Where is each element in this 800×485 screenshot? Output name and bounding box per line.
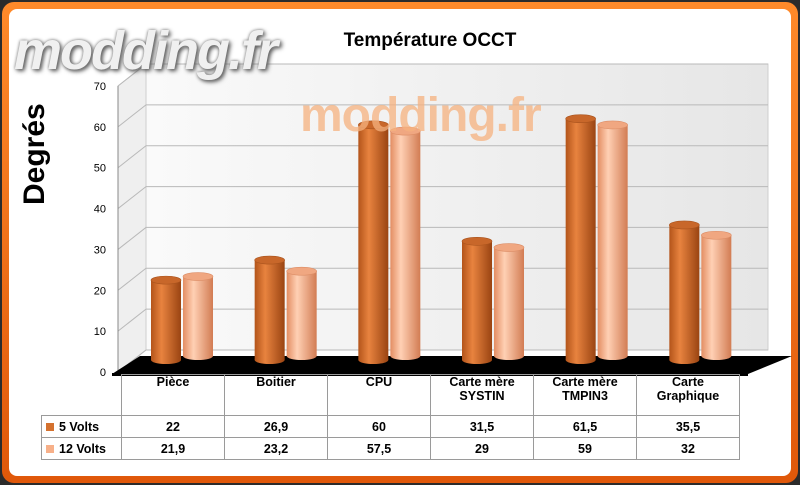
category-label: CPU [327, 374, 431, 416]
bar-cap-5v [669, 220, 700, 230]
gridline [117, 104, 768, 128]
bar-5v [669, 224, 700, 360]
watermark-logo: modding.fr [14, 21, 278, 81]
watermark-center: modding.fr [300, 89, 542, 142]
bar-cap-5v [461, 237, 493, 246]
y-tick-label: 50 [94, 163, 106, 175]
bar-5v [565, 118, 596, 360]
gridline [117, 63, 768, 87]
data-cell: 57,5 [327, 437, 431, 460]
bar-cap-12v [597, 120, 628, 130]
gridline [117, 267, 768, 291]
bar-cap-5v [150, 275, 182, 285]
data-cell: 23,2 [224, 437, 328, 460]
data-cell: 61,5 [533, 415, 637, 438]
gridline [117, 186, 768, 209]
data-cell: 26,9 [224, 415, 328, 438]
bar-cap-12v [286, 266, 317, 276]
bar-cap-5v [565, 114, 596, 124]
bar-cap-12v [493, 243, 525, 252]
bar-12v [183, 276, 213, 356]
data-cell: 32 [636, 437, 740, 460]
data-cell: 60 [327, 415, 431, 438]
bar-base-12v [390, 352, 421, 360]
bar-5v [254, 260, 285, 360]
legend-swatch [46, 444, 54, 453]
gridline [117, 226, 768, 250]
y-tick-label: 30 [94, 244, 106, 256]
bar-5v [358, 124, 389, 360]
table-corner [42, 375, 122, 416]
bar-base-12v [597, 352, 628, 360]
gridline [117, 145, 768, 169]
legend-swatch [46, 422, 54, 431]
gridline [117, 308, 768, 332]
y-tick-label: 70 [94, 81, 106, 93]
category-label: Carte Graphique [636, 374, 740, 416]
y-axis-label-wrap: Degrés [18, 103, 52, 205]
bar-cap-5v [254, 255, 285, 265]
side-wall [117, 62, 147, 374]
y-tick-label: 20 [94, 285, 106, 297]
bar-12v [597, 124, 628, 356]
table-row-series-1: 5 Volts 22 26,9 60 31,5 61,5 35,5 [41, 415, 740, 438]
bar-base-12v [494, 352, 524, 360]
bar-12v [390, 131, 421, 356]
bar-base-5v [462, 356, 492, 364]
data-cell: 22 [121, 415, 225, 438]
category-label: Carte mère TMPIN3 [533, 374, 637, 416]
legend-5-volts: 5 Volts [41, 415, 122, 438]
data-cell: 21,9 [121, 437, 225, 460]
chart-title: Température OCCT [343, 30, 517, 51]
bar-base-5v [151, 356, 181, 364]
bar-base-5v [565, 356, 596, 364]
y-tick-label: 0 [100, 367, 106, 379]
bar-cap-12v [701, 230, 732, 240]
data-cell: 29 [430, 437, 534, 460]
bar-cap-12v [182, 272, 214, 281]
bar-cap-12v [390, 126, 421, 136]
data-cell: 35,5 [636, 415, 740, 438]
bar-base-12v [701, 352, 732, 360]
bar-12v [701, 235, 732, 356]
y-tick-label: 40 [94, 204, 106, 216]
y-tick-label: 60 [94, 122, 106, 134]
back-wall [145, 63, 769, 351]
category-label: Carte mère SYSTIN [430, 374, 534, 416]
bar-12v [494, 247, 524, 356]
table-header-row: Pièce Boitier CPU Carte mère SYSTIN Carte… [42, 374, 740, 416]
bar-base-5v [358, 356, 389, 364]
table-row-series-2: 12 Volts 21,9 23,2 57,5 29 59 32 [41, 437, 740, 460]
bar-12v [286, 271, 317, 356]
bar-base-12v [286, 352, 317, 360]
data-cell: 59 [533, 437, 637, 460]
bar-5v [462, 241, 492, 360]
bar-base-5v [254, 356, 285, 364]
category-label: Pièce [121, 374, 225, 416]
data-cell: 31,5 [430, 415, 534, 438]
data-table: Pièce Boitier CPU Carte mère SYSTIN Carte… [41, 374, 740, 460]
bar-cap-5v [358, 120, 389, 130]
y-tick-label: 10 [94, 326, 106, 338]
category-label: Boitier [224, 374, 328, 416]
bar-base-12v [183, 352, 213, 360]
bar-5v [151, 280, 181, 360]
y-axis-label: Degrés [18, 103, 51, 205]
bar-base-5v [669, 356, 700, 364]
legend-12-volts: 12 Volts [41, 437, 122, 460]
